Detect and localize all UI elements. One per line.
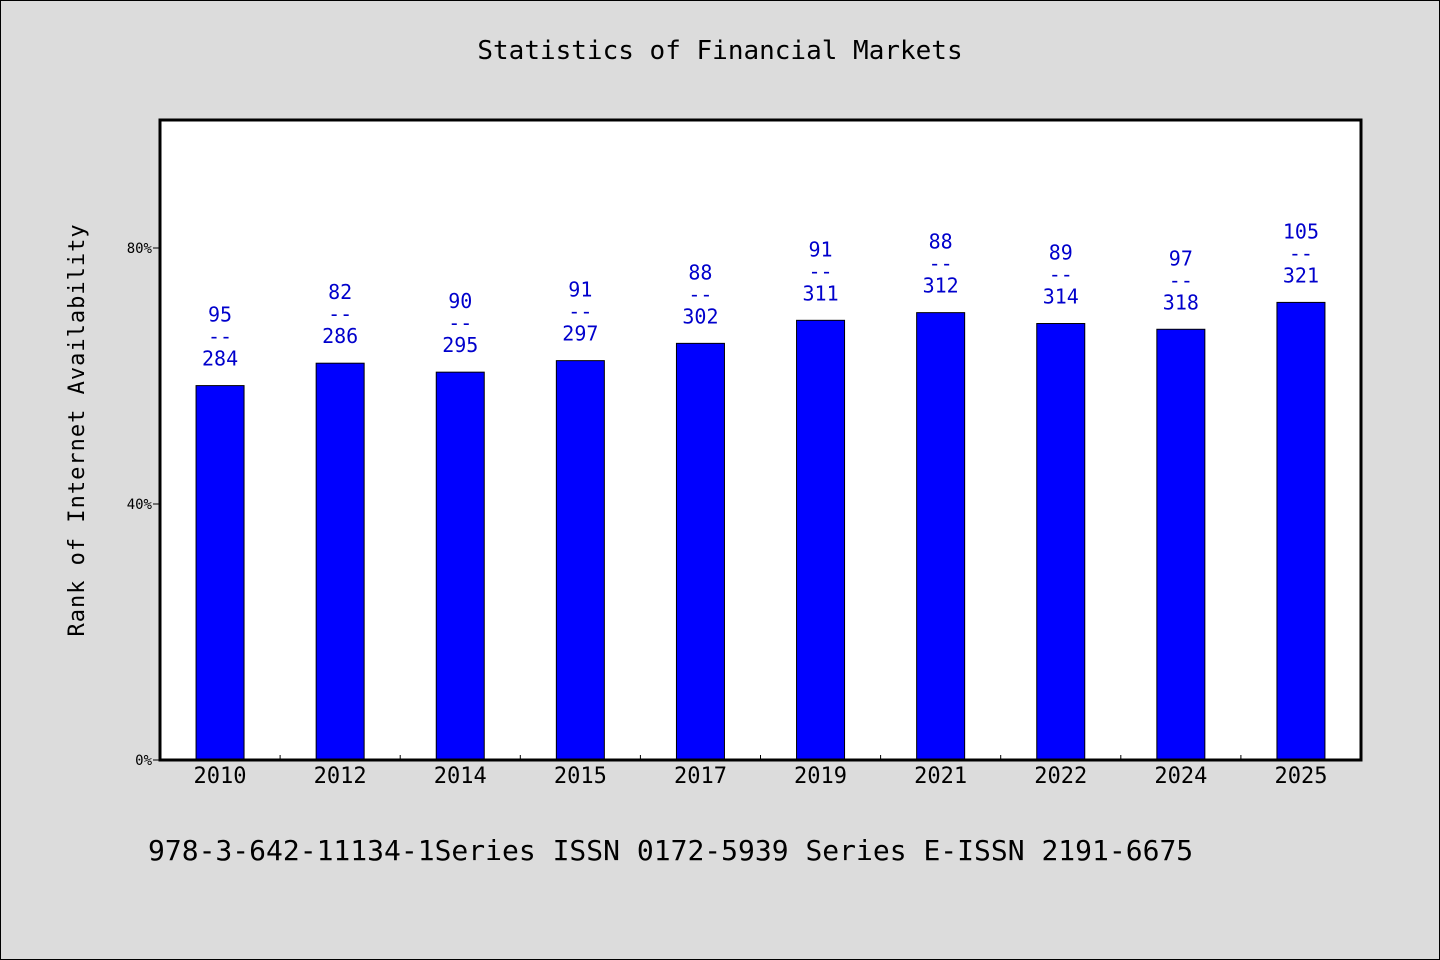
- data-label: 91: [809, 237, 833, 261]
- x-tick-label: 2025: [1274, 764, 1327, 789]
- data-label: --: [1169, 268, 1193, 292]
- data-label: 314: [1043, 285, 1079, 309]
- x-tick-label: 2022: [1034, 764, 1087, 789]
- x-tick-label: 2021: [914, 764, 967, 789]
- x-tick-label: 2024: [1154, 764, 1207, 789]
- data-label: 91: [568, 278, 592, 302]
- data-label: 302: [682, 304, 718, 328]
- bar: [916, 312, 966, 761]
- data-label: 90: [448, 289, 472, 313]
- data-label: 286: [322, 324, 358, 348]
- x-tick-label: 2015: [554, 764, 607, 789]
- bar: [675, 342, 725, 761]
- bar: [315, 362, 365, 761]
- data-label: 95: [208, 303, 232, 327]
- data-label: --: [568, 300, 592, 324]
- data-label: --: [929, 252, 953, 276]
- bar: [1156, 328, 1206, 761]
- x-tick-label: 2010: [194, 764, 247, 789]
- data-label: --: [448, 311, 472, 335]
- bar: [1276, 301, 1326, 761]
- x-tick-label: 2019: [794, 764, 847, 789]
- data-label: 297: [562, 322, 598, 346]
- y-axis-label: Rank of Internet Availability: [65, 223, 90, 636]
- bar: [1036, 323, 1086, 761]
- data-label: --: [208, 325, 232, 349]
- data-label: 318: [1163, 290, 1199, 314]
- plot-border: [158, 118, 1363, 762]
- bar: [435, 371, 485, 761]
- data-label: 321: [1283, 263, 1319, 287]
- chart-title: Statistics of Financial Markets: [477, 36, 963, 66]
- x-tick-label: 2017: [674, 764, 727, 789]
- data-label: 89: [1049, 241, 1073, 265]
- data-label: 82: [328, 280, 352, 304]
- y-tick-label: 0%: [135, 753, 152, 769]
- data-label: --: [1289, 241, 1313, 265]
- data-label: 105: [1283, 219, 1319, 243]
- data-label: 284: [202, 347, 238, 371]
- data-label: 88: [929, 230, 953, 254]
- data-label: --: [688, 282, 712, 306]
- data-label: 311: [802, 281, 838, 305]
- data-label: 312: [923, 274, 959, 298]
- bar: [555, 360, 605, 761]
- data-label: 88: [688, 260, 712, 284]
- x-tick-label: 2014: [434, 764, 487, 789]
- bar: [195, 385, 245, 761]
- data-label: --: [809, 259, 833, 283]
- data-label: 295: [442, 333, 478, 357]
- data-label: --: [1049, 263, 1073, 287]
- data-label: --: [328, 302, 352, 326]
- x-tick-label: 2012: [314, 764, 367, 789]
- footer-note: 978-3-642-11134-1Series ISSN 0172-5939 S…: [148, 834, 1194, 867]
- bar: [796, 319, 846, 761]
- data-label: 97: [1169, 246, 1193, 270]
- y-tick-label: 80%: [127, 241, 153, 257]
- y-tick-label: 40%: [127, 497, 153, 513]
